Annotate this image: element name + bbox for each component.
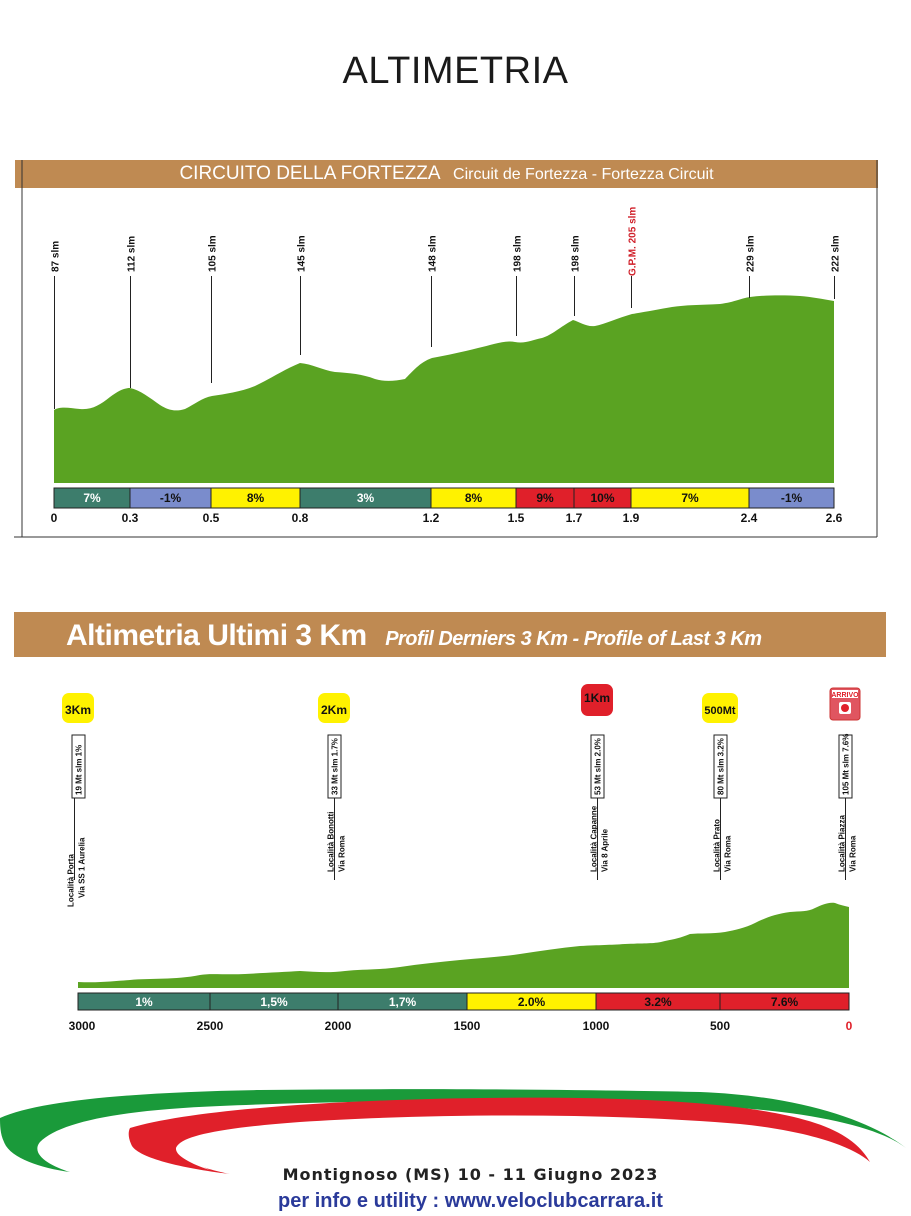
altitude-label: 148 slm: [428, 235, 439, 272]
road-label: Via Roma: [338, 835, 347, 872]
km-tick-label: 0: [51, 511, 58, 525]
finish-badge-label: ARRIVO: [831, 692, 859, 699]
circuit-banner: CIRCUITO DELLA FORTEZZA Circuit de Forte…: [15, 160, 878, 188]
distance-badge: [62, 693, 94, 723]
distance-badge-label: 1Km: [584, 691, 610, 705]
place-label: Località Piazza: [838, 815, 847, 872]
km-tick-label: 1.2: [423, 511, 440, 525]
last3km-title: Altimetria Ultimi 3 Km: [66, 619, 367, 652]
tricolor-swoosh: [0, 1089, 906, 1174]
last3km-profile-chart: 3Km 19 Mt slm 1% Località Porta Via SS 1 Au…: [62, 684, 861, 1033]
circuit-elevation-area: [54, 295, 834, 483]
distance-tick-label: 1500: [454, 1019, 481, 1033]
last3km-banner: Altimetria Ultimi 3 Km Profil Derniers 3…: [14, 612, 886, 657]
grade-label: -1%: [160, 491, 182, 505]
altitude-grade-label: 80 Mt slm 3.2%: [717, 738, 726, 795]
altitude-label: 105 slm: [208, 235, 219, 272]
km-tick-label: 0.3: [122, 511, 139, 525]
altitude-label: 222 slm: [831, 235, 842, 272]
grade-label: 3%: [357, 491, 375, 505]
grade-label: 3.2%: [644, 995, 672, 1009]
grade-label: 2.0%: [518, 995, 546, 1009]
circuit-profile-chart: 87 slm 112 slm 105 slm 145 slm 148 slm 198 sl…: [14, 160, 878, 538]
road-label: Via SS 1 Aurelia: [78, 837, 87, 898]
place-label: Località Prato: [713, 819, 722, 872]
km-tick-label: 1.5: [508, 511, 525, 525]
km-tick-label: 1.7: [566, 511, 583, 525]
distance-badge-label: 2Km: [321, 703, 347, 717]
circuit-title: CIRCUITO DELLA FORTEZZA: [179, 163, 441, 184]
altitude-grade-label: 33 Mt slm 1.7%: [331, 738, 340, 795]
grade-label: 7%: [681, 491, 699, 505]
km-tick-label: 2.6: [826, 511, 843, 525]
distance-badge-label: 500Mt: [704, 705, 736, 717]
altitude-label: 87 slm: [51, 241, 62, 272]
grade-label: 1,7%: [389, 995, 417, 1009]
road-label: Via 8 Aprile: [601, 828, 610, 872]
swoosh-red: [128, 1097, 871, 1174]
grade-segment: [719, 992, 850, 1011]
distance-tick-label: 0: [846, 1019, 853, 1033]
altitude-grade-label: 53 Mt slm 2.0%: [594, 738, 603, 795]
distance-badge: [581, 684, 613, 716]
km-tick-label: 2.4: [741, 511, 758, 525]
grade-label: 8%: [465, 491, 483, 505]
distance-tick-label: 3000: [69, 1019, 96, 1033]
altitude-label: 112 slm: [127, 236, 138, 272]
place-label: Località Porta: [67, 854, 76, 907]
km-tick-label: 1.9: [623, 511, 640, 525]
distance-tick-label: 2500: [197, 1019, 224, 1033]
grade-label: 1%: [135, 995, 153, 1009]
km-tick-label: 0.5: [203, 511, 220, 525]
finish-badge-header: [832, 690, 858, 698]
grade-label: 1,5%: [260, 995, 288, 1009]
road-label: Via Roma: [724, 835, 733, 872]
altitude-label: G.P.M. 205 slm: [628, 207, 639, 276]
place-label: Località Capanne: [590, 805, 599, 872]
last3km-subtitle: Profil Derniers 3 Km - Profile of Last 3…: [385, 628, 762, 650]
distance-badge-label: 3Km: [65, 703, 91, 717]
finish-flag-dot: [841, 704, 849, 712]
altitude-label: 145 slm: [297, 235, 308, 272]
grade-label: 7.6%: [771, 995, 799, 1009]
altitude-label: 198 slm: [571, 235, 582, 272]
altitude-grade-label: 19 Mt slm 1%: [75, 745, 84, 795]
grade-label: 10%: [590, 491, 614, 505]
grade-label: 8%: [247, 491, 265, 505]
grade-segment: [748, 487, 835, 509]
altitude-grade-label: 105 Mt slm 7.6%: [842, 734, 851, 795]
km-tick-label: 0.8: [292, 511, 309, 525]
distance-badge: [702, 693, 738, 723]
last3km-elevation-area: [78, 902, 849, 988]
info-line: per info e utility : www.veloclubcarrara…: [278, 1190, 663, 1212]
grade-label: 7%: [83, 491, 101, 505]
distance-badge: [318, 693, 350, 723]
distance-tick-label: 1000: [583, 1019, 610, 1033]
grade-label: -1%: [781, 491, 803, 505]
altitude-box: [71, 734, 86, 799]
event-date: Montignoso (MS) 10 - 11 Giugno 2023: [282, 1165, 659, 1184]
distance-tick-label: 500: [710, 1019, 730, 1033]
swoosh-white-inner: [176, 1120, 760, 1170]
distance-tick-label: 2000: [325, 1019, 352, 1033]
road-label: Via Roma: [849, 835, 858, 872]
altitude-label: 198 slm: [513, 235, 524, 272]
altitude-label: 229 slm: [746, 235, 757, 272]
circuit-subtitle: Circuit de Fortezza - Fortezza Circuit: [453, 166, 714, 183]
place-label: Località Bonotti: [327, 812, 336, 872]
page-title: ALTIMETRIA: [342, 50, 569, 92]
grade-label: 9%: [536, 491, 554, 505]
